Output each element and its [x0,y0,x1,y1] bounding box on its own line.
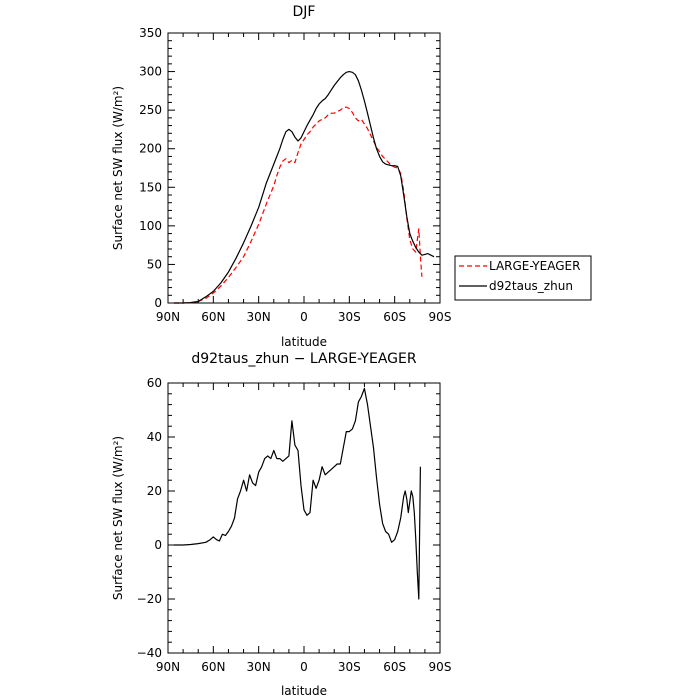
bottom-y-tick-label: 60 [147,376,162,390]
bottom-series-lines [174,387,421,600]
bottom-x-tick-label: 60N [201,660,225,674]
legend: LARGE-YEAGER d92taus_zhun [454,255,592,301]
bottom-y-tick-label: 20 [147,484,162,498]
bottom-plot-frame [167,382,441,654]
top-panel: DJF 90N 60N 30N 0 30S 60S 90S 0 50 100 150 200 250 30… [111,4,592,349]
top-plot-frame [167,32,441,304]
top-y-tick-label: 50 [147,257,162,271]
top-series-line-d92taus-zhun [174,70,435,304]
bottom-x-tick-label: 90N [156,660,180,674]
top-series-lines [174,70,435,304]
top-x-axis-label: latitude [281,335,327,349]
top-x-tick-label: 90S [429,310,452,324]
top-y-tick-label: 200 [139,142,162,156]
bottom-x-axis-label: latitude [281,684,327,698]
bottom-y-tick-label: 40 [147,430,162,444]
bottom-x-tick-label: 30N [247,660,271,674]
bottom-y-tick-label: −20 [137,592,162,606]
bottom-x-tick-label: 90S [429,660,452,674]
bottom-chart-title: d92taus_zhun − LARGE-YEAGER [191,351,416,367]
top-chart-title: DJF [293,4,316,20]
legend-label-large-yeager: LARGE-YEAGER [489,259,580,273]
bottom-x-tick-label: 0 [300,660,308,674]
top-y-tick-label: 100 [139,219,162,233]
bottom-panel: d92taus_zhun − LARGE-YEAGER 90N 60N 30N 0 30… [111,351,451,698]
top-y-tick-label: 0 [154,296,162,310]
bottom-axis-ticks: 90N 60N 30N 0 30S 60S 90S −40 −20 0 20 40 60 [137,376,452,674]
legend-box [454,255,592,301]
top-y-axis-label: Surface net SW flux (W/m²) [111,86,125,250]
bottom-y-tick-label: 0 [154,538,162,552]
bottom-x-tick-label: 60S [383,660,406,674]
top-x-tick-label: 30N [247,310,271,324]
top-y-tick-label: 150 [139,180,162,194]
bottom-x-tick-label: 30S [338,660,361,674]
bottom-series-line-0 [174,387,421,600]
bottom-y-tick-label: −40 [137,646,162,660]
bottom-y-axis-label: Surface net SW flux (W/m²) [111,436,125,600]
legend-label-d92taus-zhun: d92taus_zhun [489,279,573,293]
top-series-line-large-yeager [174,106,423,304]
top-x-tick-label: 60S [383,310,406,324]
top-x-tick-label: 30S [338,310,361,324]
top-axis-ticks: 90N 60N 30N 0 30S 60S 90S 0 50 100 150 200 250 300 350 [139,26,451,324]
top-y-tick-label: 300 [139,65,162,79]
top-y-tick-label: 250 [139,103,162,117]
top-x-tick-label: 90N [156,310,180,324]
top-y-tick-label: 350 [139,26,162,40]
top-x-tick-label: 60N [201,310,225,324]
top-x-tick-label: 0 [300,310,308,324]
